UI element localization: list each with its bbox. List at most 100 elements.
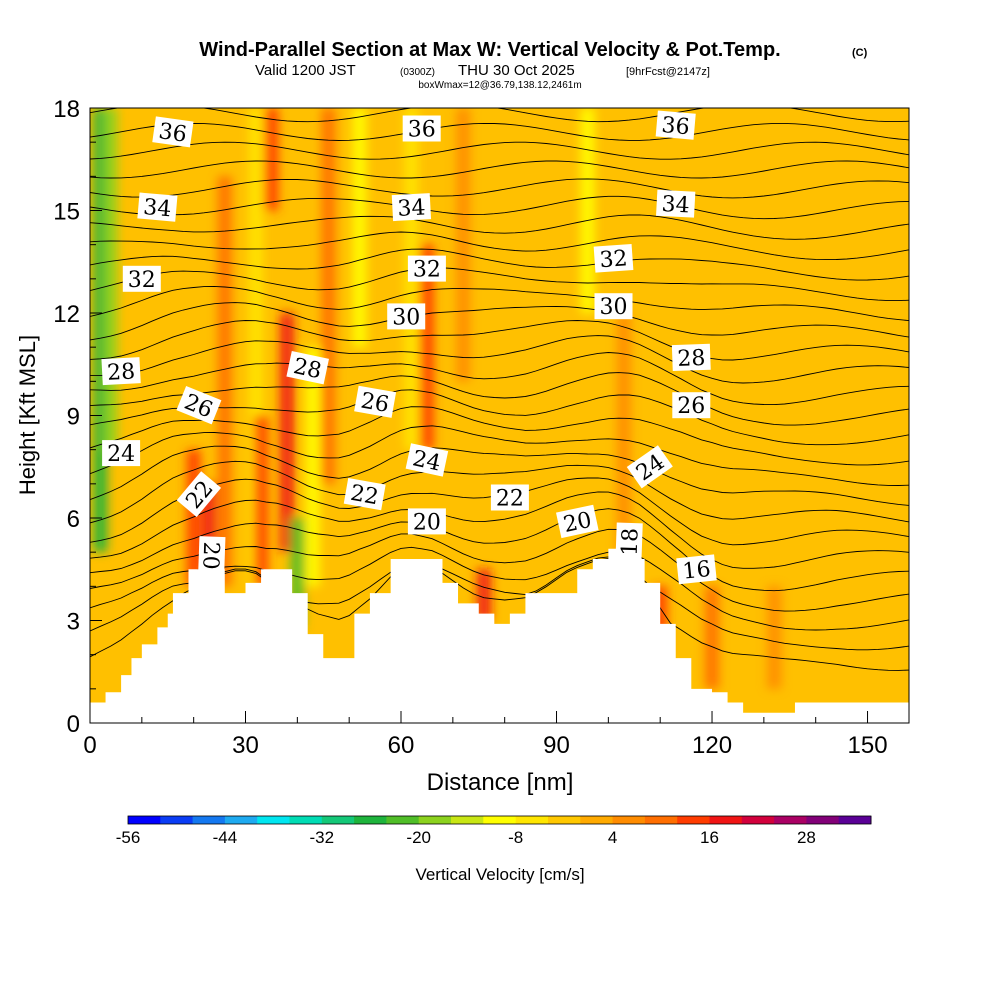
- colorbar-swatch-0: [128, 816, 161, 824]
- theta-label-text: 34: [142, 195, 172, 222]
- theta-label-6: 32: [122, 265, 161, 293]
- theta-label-text: 32: [128, 268, 156, 293]
- subtitle-valid: Valid 1200 JST: [255, 62, 356, 79]
- theta-contour-30: [90, 248, 909, 281]
- y-tick-label: 0: [67, 711, 80, 738]
- x-axis-label: Distance [nm]: [427, 769, 574, 796]
- theta-contour-22: [90, 445, 909, 506]
- theta-label-26: 18: [615, 522, 644, 562]
- theta-label-bg: [556, 504, 599, 539]
- w-feature-17: [580, 108, 595, 313]
- x-tick-label: 90: [543, 732, 570, 759]
- theta-label-15: 26: [354, 385, 397, 418]
- colorbar-swatch-17: [677, 816, 710, 824]
- x-tick-label: 60: [388, 732, 415, 759]
- theta-label-13: 28: [671, 343, 711, 372]
- subtitle-forecast: [9hrFcst@2147z]: [626, 66, 710, 78]
- theta-label-bg: [137, 192, 178, 222]
- y-tick-label: 6: [67, 506, 80, 533]
- theta-contour-22: [90, 460, 909, 524]
- theta-label-bg: [594, 293, 633, 320]
- title-mark: (C): [852, 47, 868, 59]
- w-feature-11: [321, 108, 336, 484]
- colorbar-swatch-10: [451, 816, 484, 824]
- colorbar-swatch-4: [257, 816, 290, 824]
- subtitle-date: THU 30 Oct 2025: [458, 62, 575, 79]
- colorbar-tick-label: -56: [116, 828, 141, 847]
- theta-label-9: 30: [387, 303, 426, 330]
- theta-label-2: 36: [655, 110, 696, 140]
- theta-label-bg: [615, 522, 643, 562]
- theta-contour-22: [90, 491, 909, 569]
- w-feature-14: [419, 244, 434, 450]
- colorbar-swatch-19: [741, 816, 775, 824]
- w-feature-16: [476, 569, 491, 621]
- theta-contour-24: [90, 425, 909, 486]
- theta-label-bg: [655, 110, 696, 140]
- theta-label-25: 20: [197, 536, 226, 576]
- x-tick-label: 120: [692, 732, 732, 759]
- theta-label-text: 30: [392, 305, 420, 330]
- y-tick-label: 9: [67, 404, 80, 431]
- w-field: [93, 108, 782, 689]
- w-feature-12: [352, 108, 367, 348]
- theta-contour-16: [90, 558, 909, 671]
- theta-contour-18: [90, 556, 909, 651]
- theta-label-text: 24: [410, 446, 443, 476]
- theta-label-27: 16: [676, 554, 717, 585]
- w-feature-18: [616, 313, 631, 587]
- theta-label-bg: [593, 244, 634, 273]
- y-tick-label: 12: [53, 301, 80, 328]
- theta-contour-34: [90, 160, 909, 179]
- theta-label-text: 26: [677, 394, 705, 419]
- box-info: boxWmax=12@36.79,138.12,2461m: [418, 80, 581, 91]
- theta-label-bg: [152, 116, 194, 148]
- theta-label-text: 30: [600, 295, 628, 320]
- colorbar-swatch-6: [321, 816, 355, 824]
- colorbar-swatch-11: [483, 816, 517, 824]
- theta-label-bg: [354, 385, 397, 418]
- colorbar-tick-label: -20: [406, 828, 431, 847]
- colorbar-swatch-15: [612, 816, 646, 824]
- theta-label-bg: [286, 351, 329, 385]
- w-feature-20: [705, 586, 720, 689]
- theta-label-0: 36: [152, 116, 194, 148]
- theta-label-text: 18: [618, 528, 644, 557]
- theta-contour-34: [90, 178, 909, 199]
- colorbar: -56 -44 -32 -20 -8 4 16 28: [116, 815, 872, 847]
- theta-label-7: 32: [407, 255, 446, 283]
- y-axis: 0 3 6 9 12 15 18: [53, 96, 102, 738]
- colorbar-swatch-9: [418, 816, 452, 824]
- x-tick-label: 30: [232, 732, 259, 759]
- theta-label-bg: [402, 115, 441, 142]
- y-tick-label: 18: [53, 96, 80, 123]
- theta-label-bg: [391, 193, 432, 222]
- colorbar-swatch-16: [644, 816, 678, 824]
- theta-label-bg: [176, 471, 222, 518]
- theta-label-text: 16: [681, 557, 711, 585]
- colorbar-tick-label: -44: [213, 828, 238, 847]
- theta-label-16: 26: [672, 392, 711, 419]
- theta-label-bg: [122, 265, 161, 292]
- theta-contour-32: [90, 214, 909, 240]
- theta-label-bg: [676, 554, 717, 585]
- colorbar-tick-label: 28: [797, 828, 816, 847]
- theta-label-bg: [672, 392, 711, 419]
- theta-label-text: 20: [197, 541, 223, 570]
- theta-label-text: 24: [107, 442, 135, 467]
- theta-contour-20: [90, 546, 909, 631]
- y-axis-label: Height [Kft MSL]: [15, 335, 40, 495]
- theta-contour-28: [90, 302, 909, 341]
- theta-contours: [90, 108, 909, 671]
- theta-label-text: 32: [413, 258, 441, 283]
- theta-label-text: 36: [157, 119, 188, 148]
- theta-contour-26: [90, 372, 909, 426]
- theta-label-21: 22: [343, 477, 386, 510]
- theta-label-text: 20: [413, 510, 441, 535]
- theta-label-10: 30: [594, 293, 633, 320]
- theta-label-text: 34: [661, 192, 690, 218]
- theta-label-bg: [102, 440, 141, 467]
- theta-label-bg: [626, 445, 673, 489]
- colorbar-swatch-2: [192, 816, 226, 824]
